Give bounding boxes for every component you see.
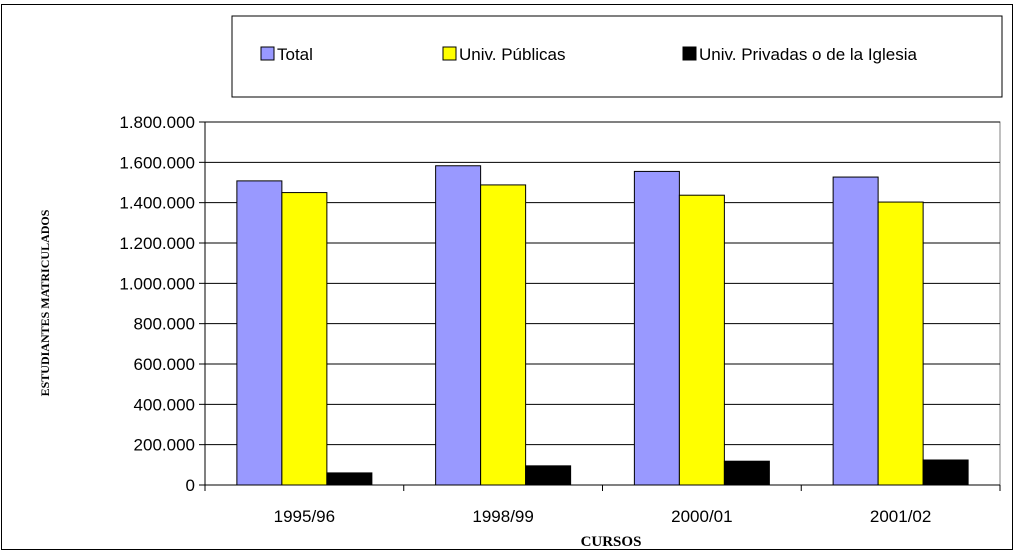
bar-univ-privadas-o-de-la-iglesia-2000-01: [723, 460, 770, 486]
bars: [236, 165, 969, 486]
x-tick-labels: 1995/96 1998/99 2000/01 2001/02: [274, 507, 932, 526]
y-tick-label: 200.000: [134, 436, 195, 455]
y-tick-label: 1.200.000: [119, 234, 195, 253]
bar-total-1995-96: [236, 180, 283, 486]
legend-swatch: [260, 46, 275, 61]
legend: Total Univ. Públicas Univ. Privadas o de l…: [260, 45, 918, 64]
bar-univ-p-blicas-1995-96: [281, 192, 328, 486]
legend-label: Univ. Públicas: [459, 45, 565, 64]
y-tick-label: 1.800.000: [119, 113, 195, 132]
y-tick-label: 1.400.000: [119, 194, 195, 213]
y-tick-label: 0: [186, 476, 195, 495]
x-tick-label: 1995/96: [274, 507, 335, 526]
bar-total-1998-99: [435, 165, 482, 486]
y-tick-label: 1.000.000: [119, 274, 195, 293]
x-tick-label: 2001/02: [870, 507, 931, 526]
bar-univ-p-blicas-2001-02: [877, 201, 924, 486]
y-tick-label: 600.000: [134, 355, 195, 374]
bar-total-2001-02: [832, 176, 879, 486]
x-tick-label: 1998/99: [472, 507, 533, 526]
legend-box: [231, 15, 1003, 98]
legend-label: Total: [277, 45, 313, 64]
y-axis-title: ESTUDIANTES MATRICULADOS: [38, 209, 52, 396]
bar-univ-p-blicas-2000-01: [678, 194, 725, 486]
y-tick-label: 400.000: [134, 395, 195, 414]
x-axis-title: CURSOS: [581, 534, 642, 550]
legend-label: Univ. Privadas o de la Iglesia: [699, 45, 918, 64]
bar-univ-privadas-o-de-la-iglesia-2001-02: [922, 459, 969, 486]
axes: [204, 122, 1001, 491]
legend-swatch: [442, 46, 457, 61]
y-tick-labels: 0 200.000 400.000 600.000 800.000 1.000.000 1.…: [119, 113, 195, 495]
bar-total-2000-01: [633, 170, 680, 486]
bar-univ-privadas-o-de-la-iglesia-1995-96: [326, 472, 373, 486]
legend-swatch: [682, 46, 697, 61]
bar-univ-privadas-o-de-la-iglesia-1998-99: [525, 465, 572, 486]
y-tick-label: 1.600.000: [119, 153, 195, 172]
x-tick-label: 2000/01: [671, 507, 732, 526]
y-tick-label: 800.000: [134, 315, 195, 334]
bar-univ-p-blicas-1998-99: [480, 184, 527, 486]
